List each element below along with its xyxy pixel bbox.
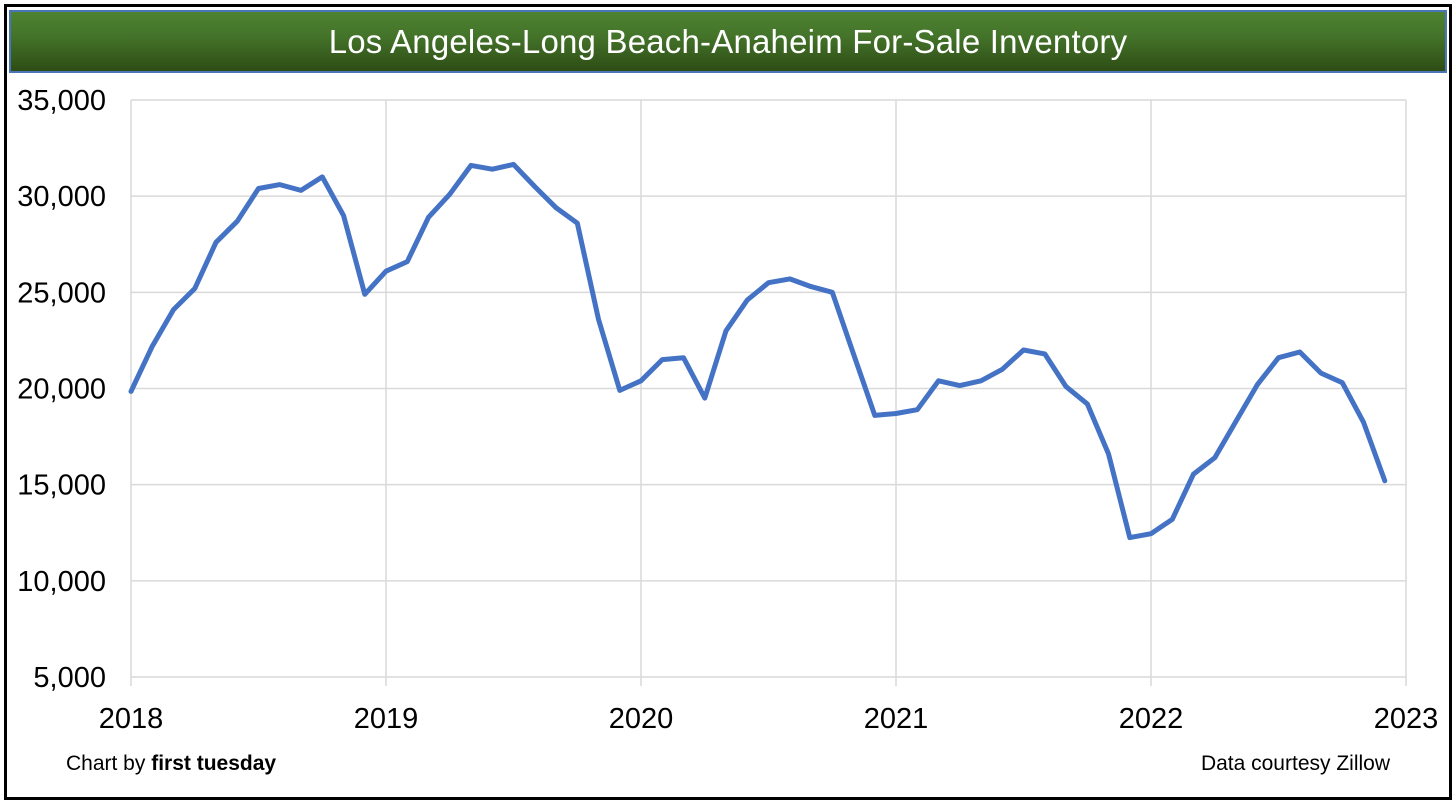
x-axis-tick-label: 2022	[1119, 703, 1184, 735]
y-axis-tick-label: 10,000	[17, 566, 106, 598]
x-axis-tick-label: 2021	[864, 703, 929, 735]
y-axis-tick-label: 30,000	[17, 181, 106, 213]
chart-title: Los Angeles-Long Beach-Anaheim For-Sale …	[328, 22, 1128, 60]
y-axis-tick-label: 5,000	[33, 662, 106, 694]
chart-title-bar: Los Angeles-Long Beach-Anaheim For-Sale …	[9, 10, 1447, 73]
y-axis-tick-label: 25,000	[17, 277, 106, 309]
inventory-series-line	[128, 161, 1388, 541]
y-axis-tick-label: 15,000	[17, 470, 106, 502]
x-axis-tick-label: 2019	[354, 703, 419, 735]
footer-credit-brand: first tuesday	[151, 752, 277, 775]
y-axis-tick-label: 20,000	[17, 374, 106, 406]
chart-footer: Chart by first tuesday Data courtesy Zil…	[66, 752, 1390, 776]
x-axis-tick-label: 2018	[99, 703, 164, 735]
footer-credit-prefix: Chart by	[66, 752, 152, 775]
page-border-frame	[4, 4, 1452, 800]
footer-credit-left: Chart by first tuesday	[66, 752, 276, 776]
footer-credit-right: Data courtesy Zillow	[1200, 752, 1390, 775]
x-axis-tick-label: 2020	[609, 703, 674, 735]
y-axis-tick-label: 35,000	[17, 85, 106, 117]
x-axis-tick-label: 2023	[1374, 703, 1439, 735]
